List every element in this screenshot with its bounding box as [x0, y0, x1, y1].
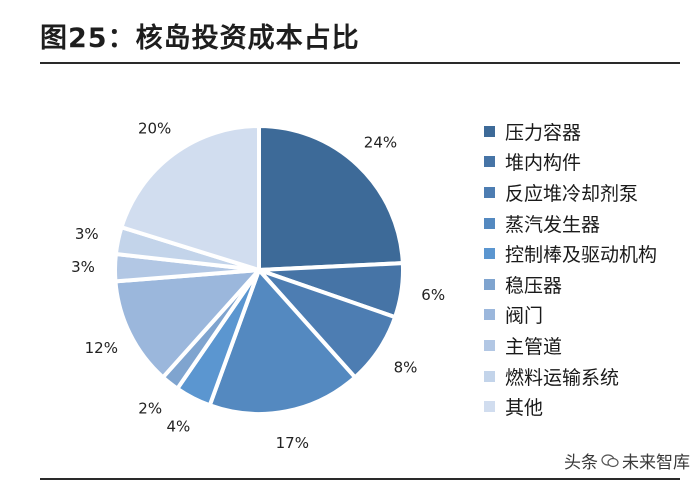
legend-swatch: [484, 248, 495, 260]
legend-item: 控制棒及驱动机构: [484, 238, 684, 269]
slice-label-4: 17%: [276, 434, 309, 452]
slice-label-7: 12%: [85, 339, 118, 357]
legend-item: 蒸汽发生器: [484, 208, 684, 239]
pie-slice-10: [119, 124, 261, 272]
legend-swatch: [484, 125, 495, 137]
legend-item: 阀门: [484, 300, 684, 331]
pie-slice-7: [113, 268, 261, 380]
legend-item: 其他: [484, 391, 684, 422]
legend-label: 堆内构件: [505, 152, 582, 175]
footer-divider: [40, 478, 680, 480]
legend-label: 控制棒及驱动机构: [505, 244, 658, 267]
legend-label: 压力容器: [505, 121, 582, 144]
watermark-name: 未来智库: [622, 453, 690, 473]
legend-swatch: [484, 339, 495, 351]
legend-label: 其他: [505, 397, 544, 420]
slice-label-1: 24%: [364, 134, 397, 152]
slice-label-5: 4%: [166, 417, 190, 435]
slice-label-8: 3%: [71, 258, 95, 276]
legend-label: 反应堆冷却剂泵: [505, 182, 639, 205]
legend-item: 燃料运输系统: [484, 361, 684, 392]
chart-header: 图25：核岛投资成本占比: [0, 0, 700, 62]
legend-swatch: [484, 156, 495, 168]
watermark: 头条 未来智库: [564, 448, 690, 473]
slice-label-3: 8%: [394, 358, 418, 376]
slice-label-9: 3%: [75, 225, 99, 243]
legend-swatch: [484, 370, 495, 382]
legend-item: 稳压器: [484, 269, 684, 300]
pie-slice-1: [257, 124, 405, 272]
legend-label: 蒸汽发生器: [505, 213, 601, 236]
slice-label-10: 20%: [138, 119, 171, 137]
legend-item: 主管道: [484, 330, 684, 361]
chart-legend: 压力容器堆内构件反应堆冷却剂泵 蒸汽发生器控制棒及驱动机构 稳压器阀门主管道燃料运输…: [484, 116, 684, 422]
slice-label-6: 2%: [138, 399, 162, 417]
slice-label-2: 6%: [421, 286, 445, 304]
legend-swatch: [484, 186, 495, 198]
chart-title: 图25：核岛投资成本占比: [40, 23, 360, 54]
watermark-source: 头条: [564, 453, 598, 473]
wechat-icon: [601, 453, 619, 467]
title-divider: [40, 62, 680, 64]
legend-swatch: [484, 401, 495, 413]
legend-swatch: [484, 278, 495, 290]
legend-swatch: [484, 217, 495, 229]
legend-label: 主管道: [505, 335, 563, 358]
legend-label: 燃料运输系统: [505, 366, 620, 389]
legend-item: 反应堆冷却剂泵: [484, 177, 684, 208]
legend-label: 稳压器: [505, 274, 563, 297]
legend-item: 堆内构件: [484, 147, 684, 178]
legend-swatch: [484, 309, 495, 321]
legend-item: 压力容器: [484, 116, 684, 147]
legend-label: 阀门: [505, 305, 544, 328]
